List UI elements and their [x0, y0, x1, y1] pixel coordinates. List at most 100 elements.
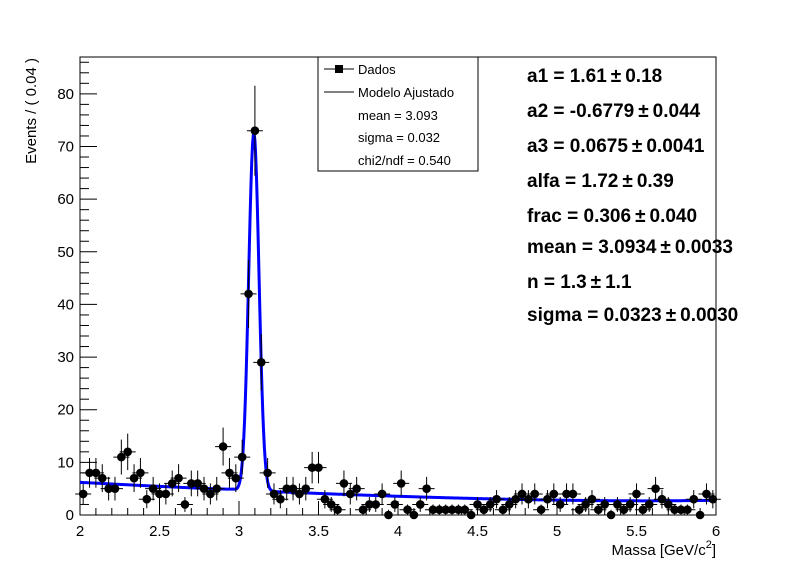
legend-box	[317, 56, 479, 172]
data-marker	[320, 494, 330, 504]
param-n: n = 1.3 ±1.1	[527, 272, 632, 293]
data-marker	[180, 500, 190, 509]
data-point	[564, 483, 581, 505]
y-tick-label: 30	[57, 349, 74, 366]
x-tick-label: 4.5	[467, 523, 488, 540]
data-marker	[199, 484, 209, 493]
data-point	[87, 457, 104, 488]
legend-chi2: chi2/ndf = 0.540	[358, 153, 451, 168]
data-point	[240, 259, 257, 329]
data-marker	[250, 126, 260, 136]
data-marker	[97, 473, 107, 483]
data-point	[234, 439, 251, 475]
data-marker	[549, 489, 559, 499]
data-marker	[384, 510, 393, 520]
data-point	[285, 476, 302, 501]
data-point	[94, 464, 111, 493]
data-point	[679, 504, 696, 515]
data-point	[501, 497, 518, 512]
y-axis: 0 10 20 30 40 50 60 70 80	[57, 61, 97, 524]
x-tick-label: 3.5	[308, 523, 329, 540]
data-marker	[517, 489, 527, 499]
data-marker	[117, 452, 126, 462]
data-point	[113, 439, 130, 475]
data-marker	[695, 510, 705, 520]
data-point	[583, 490, 600, 509]
data-point	[533, 504, 550, 515]
y-tick-label: 50	[57, 244, 74, 261]
data-marker	[511, 494, 520, 504]
data-marker	[129, 473, 139, 483]
legend-label-dados: Dados	[358, 62, 396, 77]
data-point	[634, 504, 651, 515]
data-marker	[346, 489, 355, 499]
data-point	[329, 504, 346, 515]
y-axis-title: Events / ( 0.04 )	[23, 58, 40, 164]
data-marker	[587, 494, 597, 504]
data-marker	[702, 489, 711, 499]
data-marker	[473, 500, 482, 509]
data-point	[259, 457, 276, 488]
data-marker	[212, 484, 222, 493]
data-marker	[409, 510, 419, 520]
data-marker	[638, 505, 648, 515]
legend-label-fit: Modelo Ajustado	[358, 85, 454, 100]
data-point	[692, 509, 709, 520]
data-point	[520, 490, 537, 509]
data-marker	[683, 505, 692, 515]
data-marker	[644, 500, 654, 509]
param-a2: a2 = -0.6779 ±0.044	[527, 101, 701, 122]
y-tick-label: 80	[57, 86, 74, 103]
data-point	[380, 509, 397, 520]
data-point	[335, 470, 352, 497]
data-marker	[600, 500, 609, 509]
data-marker	[110, 484, 120, 493]
data-point	[596, 497, 613, 512]
data-marker	[574, 505, 584, 515]
data-marker	[256, 358, 266, 367]
data-point	[685, 490, 702, 509]
data-marker	[708, 494, 718, 504]
x-tick-label: 6	[712, 523, 720, 540]
data-point	[641, 497, 658, 512]
x-tick-label: 2	[76, 523, 84, 540]
data-marker	[161, 489, 171, 499]
data-marker	[244, 289, 253, 299]
data-point	[698, 483, 715, 505]
data-point	[475, 504, 492, 515]
data-point	[253, 333, 270, 391]
param-frac: frac = 0.306 ±0.040	[527, 206, 697, 227]
data-marker	[148, 484, 158, 493]
data-point	[119, 433, 136, 471]
y-tick-label: 40	[57, 296, 74, 313]
data-point	[456, 504, 473, 515]
data-point	[399, 504, 416, 515]
data-marker	[301, 484, 311, 493]
data-point	[463, 509, 480, 520]
data-point	[590, 504, 607, 515]
data-point	[545, 483, 562, 505]
data-point	[418, 476, 435, 501]
data-marker	[295, 489, 304, 499]
data-marker	[218, 442, 228, 451]
param-a1: a1 = 1.61 ±0.18	[527, 66, 662, 87]
data-marker	[390, 500, 400, 509]
data-marker	[632, 489, 641, 499]
data-marker	[276, 494, 285, 504]
y-tick-label: 60	[57, 191, 74, 208]
data-point	[272, 490, 289, 509]
data-point	[297, 476, 314, 501]
data-marker	[606, 510, 616, 520]
data-point	[571, 504, 588, 515]
data-marker	[352, 484, 361, 493]
data-point	[227, 464, 244, 493]
data-marker	[625, 500, 635, 509]
data-marker	[657, 494, 667, 504]
data-point	[488, 490, 505, 509]
x-tick-label: 5	[553, 523, 561, 540]
data-marker	[314, 463, 323, 472]
data-marker	[377, 489, 387, 499]
legend-dados-marker	[335, 65, 343, 73]
data-point	[704, 490, 721, 509]
